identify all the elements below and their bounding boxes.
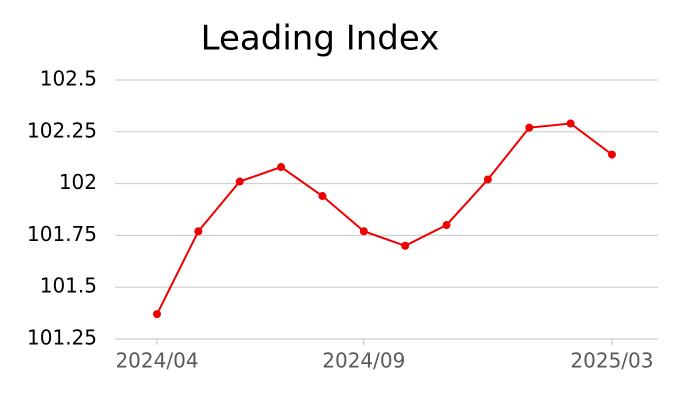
data-point: [607, 150, 616, 159]
data-point: [359, 227, 368, 236]
data-point: [525, 123, 534, 132]
chart-title: Leading Index: [201, 19, 440, 59]
y-tick-label: 101.25: [27, 326, 97, 350]
data-line: [156, 122, 613, 315]
data-point: [277, 163, 286, 172]
data-point: [566, 119, 575, 128]
y-tick-label: 102: [59, 170, 97, 194]
data-point: [235, 177, 244, 186]
x-tick-label: 2024/04: [115, 349, 198, 373]
y-tick-label: 101.75: [27, 222, 97, 246]
x-tick-label: 2025/03: [570, 349, 653, 373]
y-tick-label: 101.5: [40, 274, 97, 298]
data-point: [194, 227, 203, 236]
data-point: [318, 192, 327, 201]
data-point: [401, 241, 410, 250]
data-point: [483, 175, 492, 184]
y-tick-label: 102.25: [27, 118, 97, 142]
data-point: [153, 310, 161, 319]
data-point: [442, 221, 451, 230]
x-tick-label: 2024/09: [322, 349, 405, 373]
y-tick-label: 102.5: [40, 67, 97, 91]
